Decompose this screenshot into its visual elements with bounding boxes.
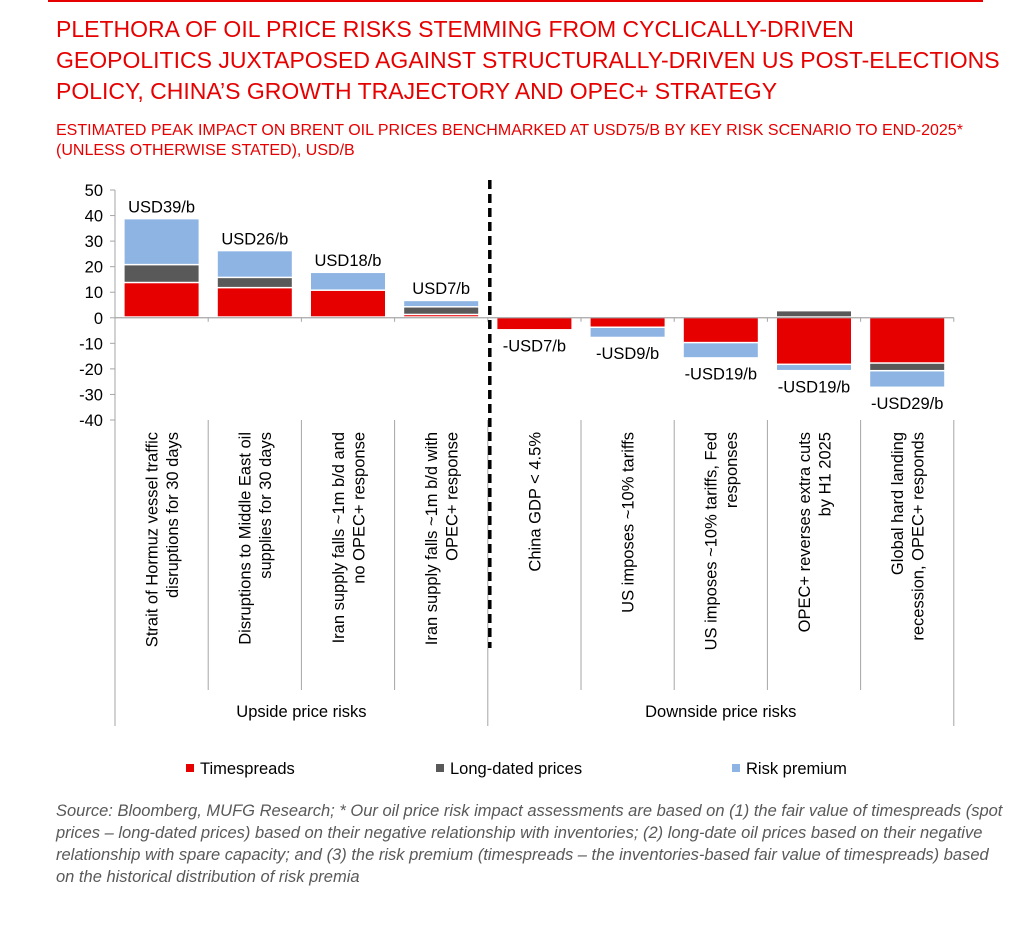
category-label: US imposes ~10% tariffs — [620, 432, 638, 613]
category-label-line: responses — [723, 432, 741, 508]
legend-label: Timespreads — [200, 760, 295, 778]
bar-total-label: -USD9/b — [596, 345, 659, 363]
category-label: Disruptions to Middle East oil supplies f… — [237, 432, 275, 645]
top-rule — [48, 0, 983, 2]
source-note: Source: Bloomberg, MUFG Research; * Our … — [56, 802, 1003, 886]
bar-total-label: USD26/b — [221, 230, 288, 248]
bar-segment — [311, 273, 385, 290]
y-tick-label: -40 — [79, 412, 103, 430]
bar-segment — [124, 219, 199, 264]
category-label-line: Global hard landing — [889, 432, 907, 575]
legend-label: Risk premium — [746, 760, 847, 778]
y-tick-label: -30 — [79, 386, 103, 404]
legend-swatch — [436, 764, 444, 772]
bar-segment — [683, 317, 758, 342]
category-label-line: OPEC+ reverses extra cuts — [796, 432, 814, 632]
category-label-line: Iran supply falls ~1m b/d with — [423, 432, 441, 645]
bar-segment — [683, 343, 758, 358]
bar-total-label: -USD19/b — [685, 366, 757, 384]
bar-segment — [870, 363, 945, 370]
bar-segment — [497, 317, 572, 330]
y-tick-label: -10 — [79, 335, 103, 353]
bar-total-label: USD7/b — [412, 280, 470, 298]
category-label: China GDP < 4.5% — [526, 432, 544, 572]
category-label: Strait of Hormuz vessel traffic disruptio… — [143, 432, 182, 647]
chart-title: PLETHORA OF OIL PRICE RISKS STEMMING FRO… — [56, 16, 1000, 104]
category-label: Iran supply falls ~1m b/d with OPEC+ resp… — [423, 432, 462, 645]
category-label-line: supplies for 30 days — [257, 432, 275, 579]
bar-segment — [124, 283, 199, 317]
bar-segment — [404, 301, 479, 307]
category-label-line: disruptions for 30 days — [164, 432, 182, 598]
legend-swatch — [186, 764, 194, 772]
category-label-line: by H1 2025 — [816, 432, 834, 516]
bar-segment — [404, 307, 479, 314]
bar-segment — [217, 288, 292, 317]
y-tick-label: -20 — [79, 361, 103, 379]
bar-segment — [311, 290, 385, 317]
category-label-line: US imposes ~10% tariffs, Fed — [703, 432, 721, 650]
category-label-line: China GDP < 4.5% — [526, 432, 544, 572]
category-label: Global hard landing recession, OPEC+ resp… — [889, 432, 928, 641]
category-label-line: no OPEC+ response — [350, 432, 368, 584]
y-tick-label: 50 — [85, 182, 103, 200]
group-label: Upside price risks — [236, 703, 366, 721]
legend-label: Long-dated prices — [450, 760, 582, 778]
bar-total-label: USD39/b — [128, 198, 195, 216]
category-label-line: Disruptions to Middle East oil — [237, 432, 255, 645]
legend-swatch — [732, 764, 740, 772]
y-tick-label: 0 — [94, 310, 103, 328]
y-tick-label: 30 — [85, 233, 103, 251]
category-label-line: Strait of Hormuz vessel traffic — [143, 432, 161, 647]
category-label: OPEC+ reverses extra cuts by H1 2025 — [796, 432, 835, 632]
bar-total-label: -USD7/b — [503, 338, 566, 356]
bar-segment — [777, 365, 851, 370]
category-label: US imposes ~10% tariffs, Fed responses — [703, 432, 742, 650]
bar-segment — [590, 317, 665, 327]
category-label-line: Iran supply falls ~1m b/d and — [330, 432, 348, 643]
risk-impact-chart: 50 40 30 20 10 0 -10 -20 -30 -40 USD39/b USD26/b USD… — [79, 180, 955, 778]
bar-segment — [777, 311, 851, 317]
bar-segment — [590, 328, 665, 337]
bar-total-label: -USD29/b — [871, 395, 943, 413]
bar-segment — [777, 317, 851, 364]
bar-total-label: USD18/b — [315, 252, 382, 270]
bar-segment — [870, 317, 945, 363]
group-label: Downside price risks — [645, 703, 796, 721]
bar-total-label: -USD19/b — [778, 378, 850, 396]
category-label-line: US imposes ~10% tariffs — [620, 432, 638, 613]
bar-segment — [404, 315, 479, 317]
chart-subtitle: ESTIMATED PEAK IMPACT ON BRENT OIL PRICE… — [56, 122, 963, 159]
category-label: Iran supply falls ~1m b/d and no OPEC+ re… — [330, 432, 369, 643]
y-tick-label: 10 — [85, 284, 103, 302]
bar-segment — [217, 278, 292, 287]
y-tick-label: 40 — [85, 208, 103, 226]
category-label-line: recession, OPEC+ responds — [909, 432, 927, 641]
bar-segment — [217, 251, 292, 277]
category-label-line: OPEC+ response — [443, 432, 461, 561]
bar-segment — [870, 371, 945, 387]
bar-segment — [124, 265, 199, 282]
y-tick-label: 20 — [85, 259, 103, 277]
